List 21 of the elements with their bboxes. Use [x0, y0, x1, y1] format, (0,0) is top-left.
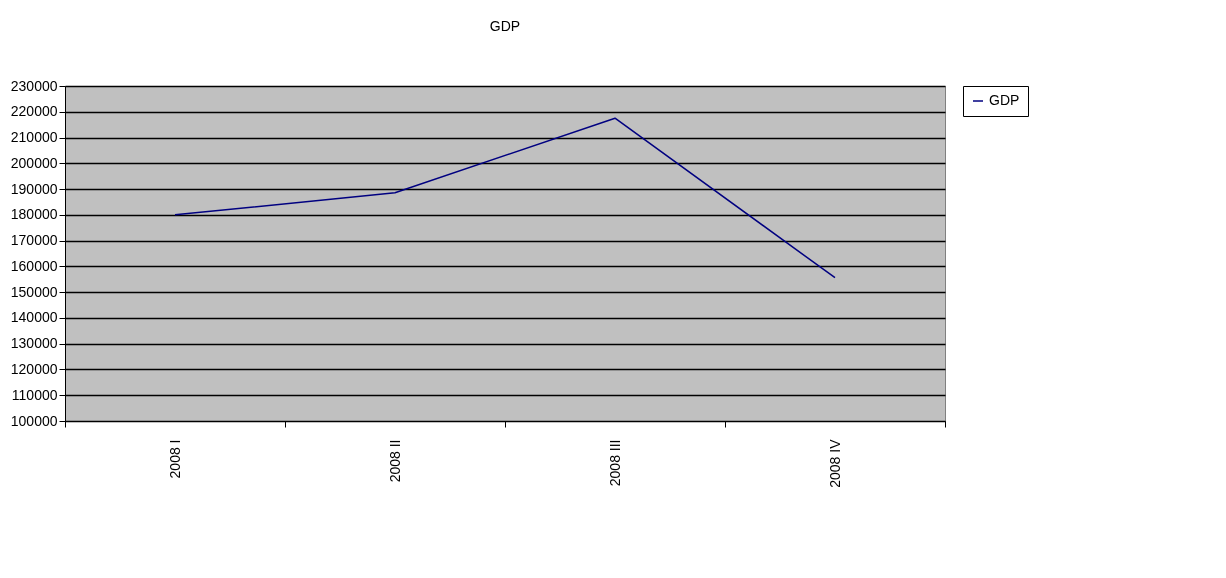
- x-tick-label: 2008 III: [606, 439, 623, 487]
- y-tick-label: 180000: [10, 206, 58, 223]
- line-series: [174, 117, 836, 279]
- x-tick-label: 2008 IV: [826, 438, 843, 488]
- y-tick-label: 120000: [10, 360, 58, 377]
- y-tick-label: 130000: [10, 335, 58, 352]
- y-tick-label: 170000: [10, 232, 58, 249]
- y-tick-label: 230000: [10, 77, 58, 94]
- y-tick-label: 220000: [10, 103, 58, 120]
- y-tick-label: 210000: [10, 129, 58, 146]
- legend-label: GDP: [989, 92, 1020, 108]
- y-tick-label: 110000: [11, 386, 58, 403]
- y-tick-label: 200000: [10, 154, 58, 171]
- y-tick-label: 150000: [10, 283, 58, 300]
- y-tick-label: 140000: [10, 309, 58, 326]
- x-tick-label: 2008 II: [386, 439, 403, 483]
- chart-title: GDP: [489, 18, 521, 34]
- y-tick-label: 190000: [10, 180, 58, 197]
- y-tick-label: 160000: [10, 257, 58, 274]
- y-tick-label: 100000: [10, 412, 58, 429]
- x-tick-label: 2008 I: [166, 439, 183, 479]
